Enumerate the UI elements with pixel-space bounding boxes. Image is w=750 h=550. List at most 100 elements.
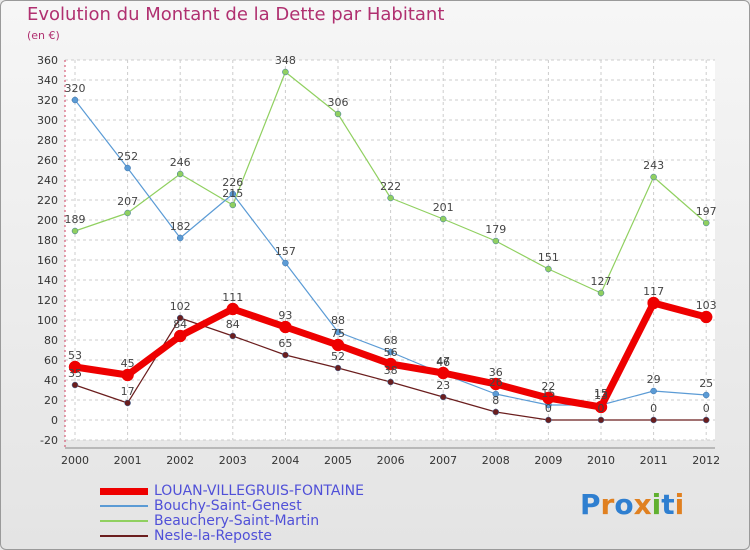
data-label-louan-villegruis-fontaine: 56 <box>384 346 398 359</box>
data-label-beauchery-saint-martin: 151 <box>538 251 559 264</box>
data-point-louan-villegruis-fontaine <box>121 368 134 382</box>
y-tick-label: 100 <box>37 314 58 327</box>
data-label-nesle-la-reposte: 35 <box>68 367 82 380</box>
data-point-louan-villegruis-fontaine <box>489 377 503 391</box>
x-tick-label: 2002 <box>166 454 194 467</box>
data-point-bouchy-saint-genest <box>71 96 79 104</box>
data-label-louan-villegruis-fontaine: 111 <box>222 291 243 304</box>
data-point-bouchy-saint-genest <box>176 234 184 242</box>
data-point-nesle-la-reposte <box>650 416 657 424</box>
y-tick-label: 280 <box>37 134 58 147</box>
data-label-nesle-la-reposte: 102 <box>170 300 191 313</box>
y-tick-label: 340 <box>37 74 58 87</box>
data-point-nesle-la-reposte <box>282 351 289 359</box>
legend-label: Bouchy-Saint-Genest <box>154 498 302 514</box>
legend-swatch <box>100 520 148 522</box>
y-tick-label: 80 <box>44 334 58 347</box>
data-label-nesle-la-reposte: 17 <box>121 385 135 398</box>
data-point-louan-villegruis-fontaine <box>226 302 240 316</box>
data-point-nesle-la-reposte <box>229 332 237 340</box>
y-tick-label: 260 <box>37 154 58 167</box>
x-tick-label: 2004 <box>271 454 299 467</box>
y-tick-label: 300 <box>37 114 58 127</box>
brand-letter: r <box>600 488 615 521</box>
data-label-bouchy-saint-genest: 26 <box>489 376 503 389</box>
legend-item-bouchy-saint-genest: Bouchy-Saint-Genest <box>100 499 364 513</box>
legend-label: Beauchery-Saint-Martin <box>154 513 320 529</box>
x-tick-label: 2005 <box>324 454 352 467</box>
data-label-beauchery-saint-martin: 189 <box>65 213 86 226</box>
data-label-louan-villegruis-fontaine: 13 <box>594 389 608 402</box>
y-tick-label: 240 <box>37 174 58 187</box>
data-point-beauchery-saint-martin <box>702 219 710 227</box>
data-point-louan-villegruis-fontaine <box>384 357 397 371</box>
y-tick-label: 220 <box>37 194 58 207</box>
data-label-beauchery-saint-martin: 306 <box>328 96 349 109</box>
x-tick-label: 2011 <box>640 454 668 467</box>
legend-label: Nesle-la-Reposte <box>154 528 273 544</box>
data-point-louan-villegruis-fontaine <box>68 360 82 374</box>
data-label-bouchy-saint-genest: 29 <box>647 373 661 386</box>
data-point-beauchery-saint-martin <box>597 289 605 297</box>
data-label-nesle-la-reposte: 23 <box>436 379 450 392</box>
data-label-louan-villegruis-fontaine: 22 <box>541 380 555 393</box>
legend-swatch <box>100 535 148 537</box>
y-tick-label: 360 <box>37 54 58 67</box>
data-point-bouchy-saint-genest <box>282 259 289 267</box>
data-point-beauchery-saint-martin <box>176 170 184 178</box>
data-label-bouchy-saint-genest: 15 <box>541 387 555 400</box>
data-point-louan-villegruis-fontaine <box>699 310 713 324</box>
legend: LOUAN-VILLEGRUIS-FONTAINE Bouchy-Saint-Ge… <box>100 484 364 544</box>
data-label-nesle-la-reposte: 65 <box>278 337 292 350</box>
y-tick-label: 140 <box>37 274 58 287</box>
data-label-louan-villegruis-fontaine: 117 <box>643 285 664 298</box>
x-tick-label: 2008 <box>482 454 510 467</box>
data-label-louan-villegruis-fontaine: 36 <box>489 366 503 379</box>
data-label-louan-villegruis-fontaine: 84 <box>173 318 187 331</box>
data-point-beauchery-saint-martin <box>387 194 394 202</box>
data-label-beauchery-saint-martin: 348 <box>275 54 296 67</box>
data-point-louan-villegruis-fontaine <box>436 366 450 380</box>
data-label-nesle-la-reposte: 0 <box>545 402 552 415</box>
data-label-bouchy-saint-genest: 68 <box>384 334 398 347</box>
y-tick-label: 320 <box>37 94 58 107</box>
data-label-beauchery-saint-martin: 127 <box>591 275 612 288</box>
data-point-beauchery-saint-martin <box>282 68 289 76</box>
data-label-nesle-la-reposte: 8 <box>492 394 499 407</box>
data-point-bouchy-saint-genest <box>702 391 710 399</box>
data-point-bouchy-saint-genest <box>229 190 237 198</box>
x-tick-label: 2006 <box>377 454 405 467</box>
data-point-nesle-la-reposte <box>176 314 184 322</box>
data-label-bouchy-saint-genest: 226 <box>222 176 243 189</box>
chart-subtitle: (en €) <box>27 29 60 42</box>
data-point-bouchy-saint-genest <box>650 387 657 395</box>
y-tick-label: 180 <box>37 234 58 247</box>
data-point-beauchery-saint-martin <box>545 265 552 273</box>
y-tick-label: 160 <box>37 254 58 267</box>
data-label-bouchy-saint-genest: 46 <box>436 356 450 369</box>
data-point-bouchy-saint-genest <box>334 328 342 336</box>
brand-letter: o <box>614 488 634 521</box>
data-point-beauchery-saint-martin <box>650 173 657 181</box>
x-tick-label: 2003 <box>219 454 247 467</box>
data-label-beauchery-saint-martin: 179 <box>485 223 506 236</box>
data-label-louan-villegruis-fontaine: 45 <box>121 357 135 370</box>
data-point-nesle-la-reposte <box>71 381 79 389</box>
data-label-bouchy-saint-genest: 320 <box>65 82 86 95</box>
data-point-nesle-la-reposte <box>545 416 552 424</box>
data-label-beauchery-saint-martin: 197 <box>696 205 717 218</box>
data-point-louan-villegruis-fontaine <box>173 329 187 343</box>
data-point-nesle-la-reposte <box>597 416 605 424</box>
data-label-bouchy-saint-genest: 88 <box>331 314 345 327</box>
data-point-louan-villegruis-fontaine <box>331 338 345 352</box>
data-label-bouchy-saint-genest: 252 <box>117 150 138 163</box>
data-point-beauchery-saint-martin <box>439 215 447 223</box>
y-tick-label: 40 <box>44 374 58 387</box>
x-tick-label: 2001 <box>114 454 142 467</box>
data-point-bouchy-saint-genest <box>124 164 131 172</box>
legend-swatch <box>100 505 148 507</box>
legend-swatch <box>100 487 148 495</box>
x-tick-label: 2010 <box>587 454 615 467</box>
data-label-beauchery-saint-martin: 207 <box>117 195 138 208</box>
data-label-louan-villegruis-fontaine: 103 <box>696 299 717 312</box>
